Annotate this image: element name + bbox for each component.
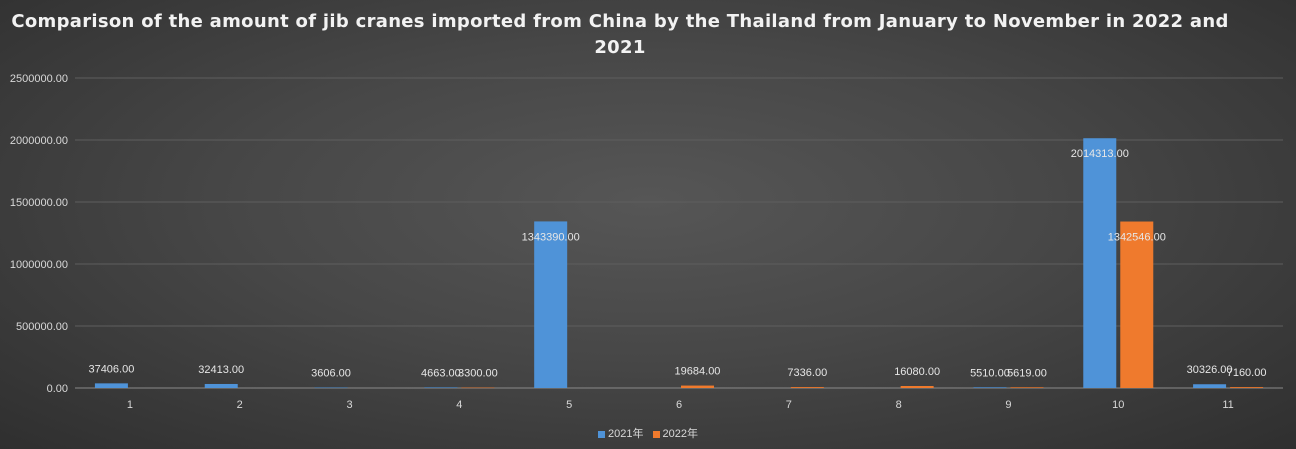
y-tick-label: 1500000.00 xyxy=(10,197,68,209)
legend-item-2021: 2021年 xyxy=(597,425,644,441)
x-tick-label: 4 xyxy=(456,399,462,411)
y-tick-label: 0.00 xyxy=(47,383,68,395)
bar xyxy=(94,383,128,388)
y-tick-label: 2500000.00 xyxy=(10,73,68,85)
data-label: 19684.00 xyxy=(675,366,721,378)
data-label: 3606.00 xyxy=(311,368,351,380)
bar xyxy=(973,387,1007,388)
bar xyxy=(1083,138,1117,388)
x-tick-label: 9 xyxy=(1005,399,1011,411)
x-tick-label: 8 xyxy=(896,399,902,411)
legend-swatch-2021 xyxy=(597,430,605,438)
bar xyxy=(1193,384,1227,388)
legend-item-2022: 2022年 xyxy=(652,425,699,441)
data-label: 1343390.00 xyxy=(522,231,580,243)
bar xyxy=(681,385,714,388)
x-tick-label: 2 xyxy=(237,399,243,411)
data-label: 1342546.00 xyxy=(1108,232,1166,244)
x-tick-label: 6 xyxy=(676,399,682,411)
legend-label-2022: 2022年 xyxy=(662,428,699,440)
y-tick-label: 2000000.00 xyxy=(10,135,68,147)
data-label: 7336.00 xyxy=(787,367,827,379)
data-label: 16080.00 xyxy=(894,366,940,378)
x-tick-label: 7 xyxy=(786,399,792,411)
data-label: 37406.00 xyxy=(88,363,134,375)
bar xyxy=(314,387,348,389)
x-tick-label: 1 xyxy=(127,399,133,411)
data-label: 7160.00 xyxy=(1227,367,1267,379)
bar xyxy=(461,387,495,389)
legend-label-2021: 2021年 xyxy=(607,428,644,440)
y-tick-label: 500000.00 xyxy=(16,321,68,333)
bar xyxy=(1120,221,1154,388)
data-label: 30326.00 xyxy=(1187,364,1233,376)
bar xyxy=(900,386,934,388)
data-label: 3300.00 xyxy=(458,368,498,380)
data-label: 32413.00 xyxy=(198,364,244,376)
y-tick-label: 1000000.00 xyxy=(10,259,68,271)
data-label: 5619.00 xyxy=(1007,367,1047,379)
chart-title: Comparison of the amount of jib cranes i… xyxy=(11,11,1229,58)
bar xyxy=(1230,387,1264,388)
bar xyxy=(1010,387,1044,388)
legend: 2021年 2022年 xyxy=(0,425,1296,441)
x-tick-label: 3 xyxy=(346,399,352,411)
x-tick-label: 5 xyxy=(566,399,572,411)
x-tick-label: 11 xyxy=(1222,399,1233,411)
bar xyxy=(790,387,824,388)
bar xyxy=(424,387,458,388)
legend-swatch-2022 xyxy=(652,430,660,438)
data-label: 4663.00 xyxy=(421,367,461,379)
x-tick-label: 10 xyxy=(1112,399,1124,411)
bar xyxy=(204,383,238,388)
data-label: 5510.00 xyxy=(970,367,1010,379)
data-label: 2014313.00 xyxy=(1071,148,1129,160)
bar xyxy=(534,221,568,388)
